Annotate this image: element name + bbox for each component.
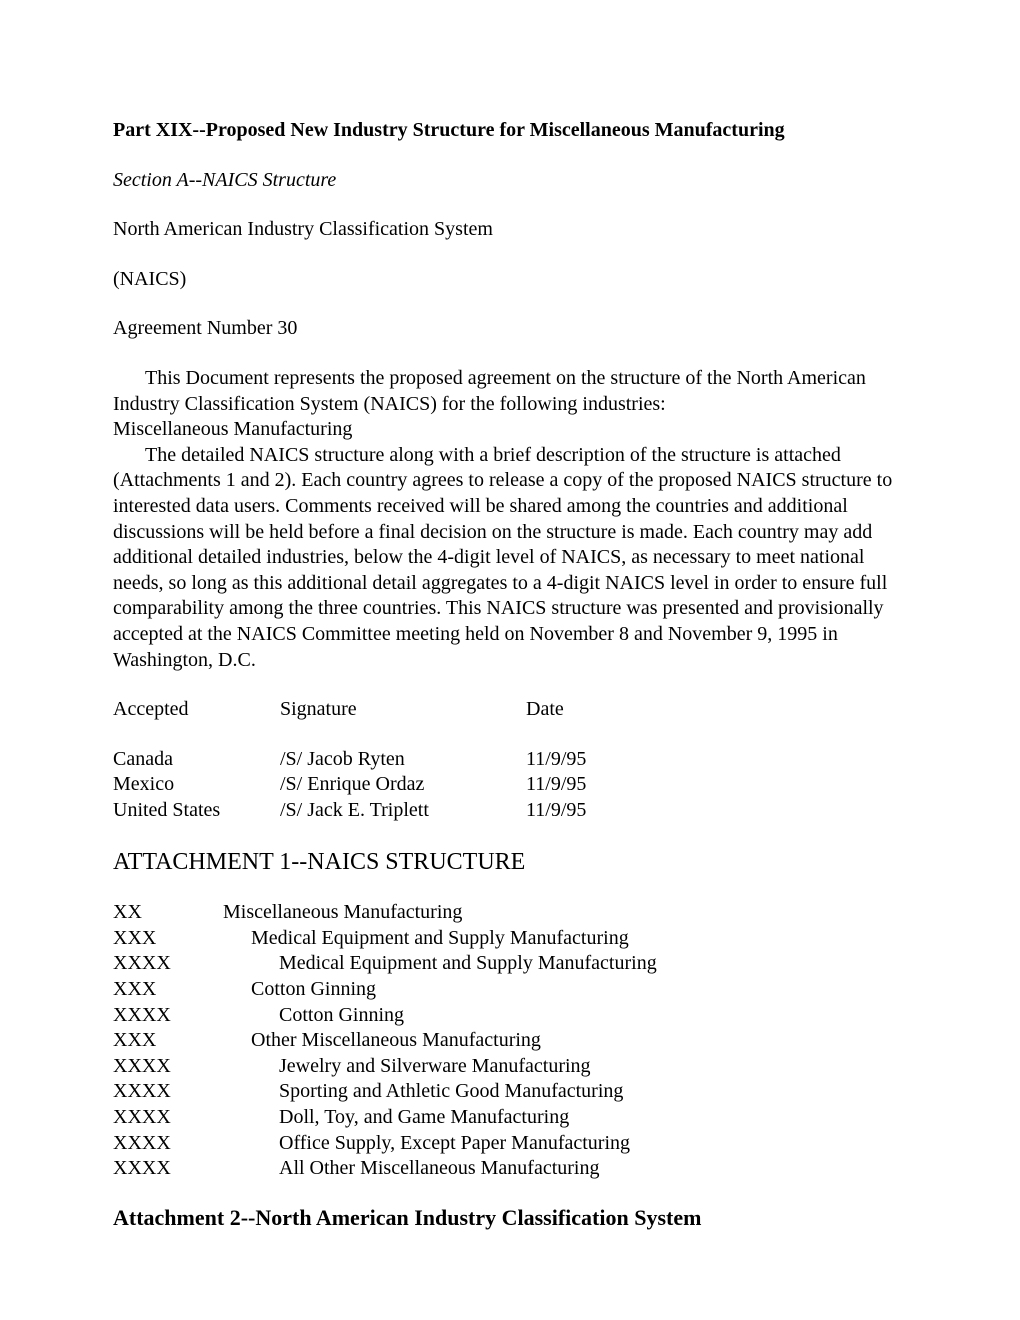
signature-date: 11/9/95 [526, 747, 666, 773]
structure-code: XX [113, 900, 223, 926]
signature-header-row: Accepted Signature Date [113, 697, 907, 723]
structure-desc: Miscellaneous Manufacturing [223, 900, 462, 926]
structure-code: XXX [113, 1028, 223, 1054]
structure-row: XXX Medical Equipment and Supply Manufac… [113, 926, 907, 952]
system-name: North American Industry Classification S… [113, 217, 907, 243]
body-paragraph-1: This Document represents the proposed ag… [113, 366, 907, 443]
signature-country: Mexico [113, 772, 280, 798]
signature-header-signature: Signature [280, 697, 526, 723]
body-paragraph-1b: Miscellaneous Manufacturing [113, 417, 907, 443]
signature-name: /S/ Enrique Ordaz [280, 772, 526, 798]
structure-row: XXXX All Other Miscellaneous Manufacturi… [113, 1156, 907, 1182]
structure-row: XXX Other Miscellaneous Manufacturing [113, 1028, 907, 1054]
body-paragraph-1a: This Document represents the proposed ag… [113, 366, 907, 417]
signature-header-date: Date [526, 697, 666, 723]
part-title: Part XIX--Proposed New Industry Structur… [113, 118, 907, 144]
structure-desc: Medical Equipment and Supply Manufacturi… [223, 926, 629, 952]
document-page: Part XIX--Proposed New Industry Structur… [0, 0, 1020, 1320]
structure-row: XXXX Office Supply, Except Paper Manufac… [113, 1131, 907, 1157]
agreement-number: Agreement Number 30 [113, 316, 907, 342]
structure-desc: Doll, Toy, and Game Manufacturing [223, 1105, 569, 1131]
structure-code: XXX [113, 926, 223, 952]
structure-code: XXXX [113, 1003, 223, 1029]
structure-code: XXXX [113, 1156, 223, 1182]
structure-row: XXXX Cotton Ginning [113, 1003, 907, 1029]
structure-row: XX Miscellaneous Manufacturing [113, 900, 907, 926]
structure-row: XXXX Jewelry and Silverware Manufacturin… [113, 1054, 907, 1080]
structure-desc: Cotton Ginning [223, 977, 376, 1003]
structure-desc: Other Miscellaneous Manufacturing [223, 1028, 541, 1054]
section-title: Section A--NAICS Structure [113, 168, 907, 194]
structure-code: XXXX [113, 1105, 223, 1131]
structure-code: XXXX [113, 1054, 223, 1080]
signature-name: /S/ Jack E. Triplett [280, 798, 526, 824]
structure-code: XXX [113, 977, 223, 1003]
structure-code: XXXX [113, 1131, 223, 1157]
system-abbrev: (NAICS) [113, 267, 907, 293]
attachment-2-title: Attachment 2--North American Industry Cl… [113, 1204, 907, 1232]
naics-structure-table: XX Miscellaneous Manufacturing XXX Medic… [113, 900, 907, 1182]
signature-header-accepted: Accepted [113, 697, 280, 723]
signature-row: Mexico /S/ Enrique Ordaz 11/9/95 [113, 772, 907, 798]
structure-desc: Cotton Ginning [223, 1003, 404, 1029]
signature-table: Accepted Signature Date Canada /S/ Jacob… [113, 697, 907, 823]
structure-row: XXX Cotton Ginning [113, 977, 907, 1003]
signature-date: 11/9/95 [526, 772, 666, 798]
structure-desc: Medical Equipment and Supply Manufacturi… [223, 951, 657, 977]
structure-code: XXXX [113, 1079, 223, 1105]
signature-country: Canada [113, 747, 280, 773]
structure-desc: Sporting and Athletic Good Manufacturing [223, 1079, 623, 1105]
structure-desc: Jewelry and Silverware Manufacturing [223, 1054, 591, 1080]
body-paragraph-2: The detailed NAICS structure along with … [113, 443, 907, 673]
signature-name: /S/ Jacob Ryten [280, 747, 526, 773]
structure-row: XXXX Doll, Toy, and Game Manufacturing [113, 1105, 907, 1131]
structure-desc: All Other Miscellaneous Manufacturing [223, 1156, 599, 1182]
signature-country: United States [113, 798, 280, 824]
signature-date: 11/9/95 [526, 798, 666, 824]
structure-row: XXXX Medical Equipment and Supply Manufa… [113, 951, 907, 977]
attachment-1-title: ATTACHMENT 1--NAICS STRUCTURE [113, 847, 907, 878]
signature-row: Canada /S/ Jacob Ryten 11/9/95 [113, 747, 907, 773]
structure-desc: Office Supply, Except Paper Manufacturin… [223, 1131, 630, 1157]
structure-code: XXXX [113, 951, 223, 977]
signature-row: United States /S/ Jack E. Triplett 11/9/… [113, 798, 907, 824]
structure-row: XXXX Sporting and Athletic Good Manufact… [113, 1079, 907, 1105]
